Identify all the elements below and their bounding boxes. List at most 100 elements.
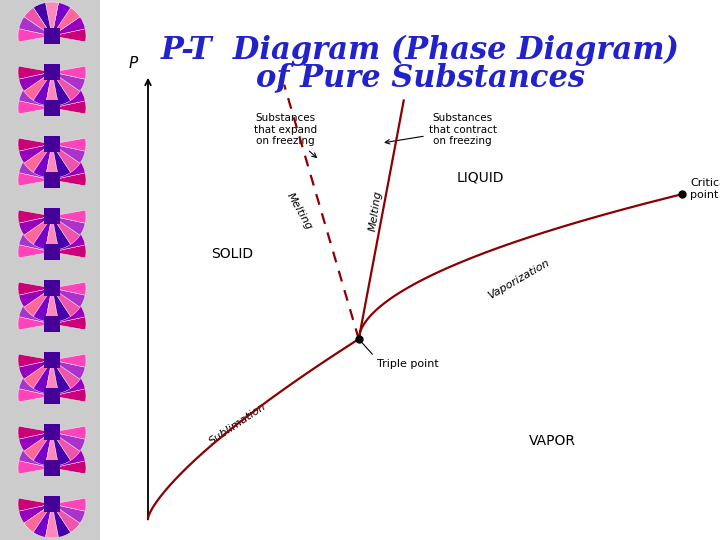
Wedge shape bbox=[52, 363, 71, 396]
Text: Vaporization: Vaporization bbox=[487, 258, 552, 301]
Wedge shape bbox=[19, 144, 52, 163]
Wedge shape bbox=[18, 282, 52, 295]
Wedge shape bbox=[19, 449, 52, 468]
Text: Substances
that expand
on freezing: Substances that expand on freezing bbox=[254, 113, 318, 158]
Wedge shape bbox=[19, 72, 52, 91]
Wedge shape bbox=[52, 317, 86, 330]
Wedge shape bbox=[52, 295, 80, 324]
Text: Melting: Melting bbox=[285, 191, 315, 232]
Wedge shape bbox=[52, 498, 86, 511]
Wedge shape bbox=[52, 152, 80, 180]
Wedge shape bbox=[33, 216, 52, 249]
Wedge shape bbox=[52, 461, 86, 474]
Wedge shape bbox=[52, 440, 80, 468]
Wedge shape bbox=[33, 144, 52, 177]
Text: of Pure Substances: of Pure Substances bbox=[256, 62, 585, 93]
Text: Triple point: Triple point bbox=[361, 341, 438, 369]
Wedge shape bbox=[24, 144, 52, 172]
Wedge shape bbox=[45, 216, 58, 250]
Wedge shape bbox=[52, 245, 86, 258]
Wedge shape bbox=[52, 101, 86, 114]
Wedge shape bbox=[19, 360, 52, 379]
Wedge shape bbox=[52, 360, 85, 379]
Wedge shape bbox=[52, 368, 80, 396]
Wedge shape bbox=[52, 161, 85, 180]
Text: Substances
that contract
on freezing: Substances that contract on freezing bbox=[385, 113, 497, 146]
Wedge shape bbox=[52, 3, 71, 36]
Wedge shape bbox=[33, 219, 52, 252]
Wedge shape bbox=[24, 72, 52, 100]
Wedge shape bbox=[33, 360, 52, 393]
Wedge shape bbox=[33, 72, 52, 105]
Wedge shape bbox=[45, 74, 58, 108]
Wedge shape bbox=[18, 173, 52, 186]
Wedge shape bbox=[52, 29, 86, 42]
Wedge shape bbox=[52, 219, 71, 252]
Wedge shape bbox=[52, 144, 80, 172]
Wedge shape bbox=[45, 72, 58, 106]
Wedge shape bbox=[18, 101, 52, 114]
Wedge shape bbox=[24, 440, 52, 468]
Wedge shape bbox=[52, 75, 71, 108]
Wedge shape bbox=[18, 66, 52, 79]
Wedge shape bbox=[33, 435, 52, 468]
Wedge shape bbox=[52, 449, 85, 468]
Wedge shape bbox=[52, 288, 71, 321]
Wedge shape bbox=[45, 504, 58, 538]
Wedge shape bbox=[24, 152, 52, 180]
Wedge shape bbox=[52, 305, 85, 324]
Bar bbox=[100, 0, 720, 540]
Wedge shape bbox=[52, 354, 86, 367]
Wedge shape bbox=[52, 504, 71, 537]
Wedge shape bbox=[52, 79, 80, 108]
Wedge shape bbox=[24, 368, 52, 396]
Wedge shape bbox=[52, 147, 71, 180]
Wedge shape bbox=[24, 504, 52, 532]
Wedge shape bbox=[52, 432, 71, 465]
Wedge shape bbox=[18, 245, 52, 258]
Wedge shape bbox=[52, 216, 71, 249]
Wedge shape bbox=[19, 233, 52, 252]
Wedge shape bbox=[18, 317, 52, 330]
Wedge shape bbox=[52, 210, 86, 223]
Wedge shape bbox=[18, 426, 52, 439]
Wedge shape bbox=[45, 144, 58, 178]
Wedge shape bbox=[52, 432, 80, 461]
Wedge shape bbox=[52, 216, 85, 235]
Wedge shape bbox=[52, 72, 80, 100]
Wedge shape bbox=[52, 288, 85, 307]
Wedge shape bbox=[18, 29, 52, 42]
Text: P-T  Diagram (Phase Diagram): P-T Diagram (Phase Diagram) bbox=[161, 35, 680, 66]
Wedge shape bbox=[33, 147, 52, 180]
Wedge shape bbox=[52, 17, 85, 36]
Wedge shape bbox=[52, 288, 80, 316]
Wedge shape bbox=[52, 360, 71, 393]
Wedge shape bbox=[24, 8, 52, 36]
Wedge shape bbox=[52, 72, 71, 105]
Wedge shape bbox=[18, 210, 52, 223]
Text: P: P bbox=[129, 56, 138, 71]
Wedge shape bbox=[33, 432, 52, 465]
Wedge shape bbox=[52, 144, 85, 163]
Wedge shape bbox=[18, 138, 52, 151]
Wedge shape bbox=[18, 354, 52, 367]
Wedge shape bbox=[52, 291, 71, 324]
Wedge shape bbox=[24, 224, 52, 252]
Wedge shape bbox=[52, 389, 86, 402]
Text: VAPOR: VAPOR bbox=[529, 434, 576, 448]
Wedge shape bbox=[45, 146, 58, 180]
Text: Sublimation: Sublimation bbox=[207, 402, 269, 447]
Wedge shape bbox=[24, 295, 52, 324]
Wedge shape bbox=[45, 360, 58, 394]
Wedge shape bbox=[18, 498, 52, 511]
Wedge shape bbox=[52, 8, 80, 36]
Wedge shape bbox=[24, 432, 52, 461]
Wedge shape bbox=[52, 282, 86, 295]
Wedge shape bbox=[33, 288, 52, 321]
Wedge shape bbox=[52, 360, 80, 388]
Wedge shape bbox=[52, 72, 85, 91]
Text: Critical
point: Critical point bbox=[682, 178, 720, 200]
Wedge shape bbox=[33, 75, 52, 108]
Wedge shape bbox=[19, 161, 52, 180]
Wedge shape bbox=[52, 144, 71, 177]
